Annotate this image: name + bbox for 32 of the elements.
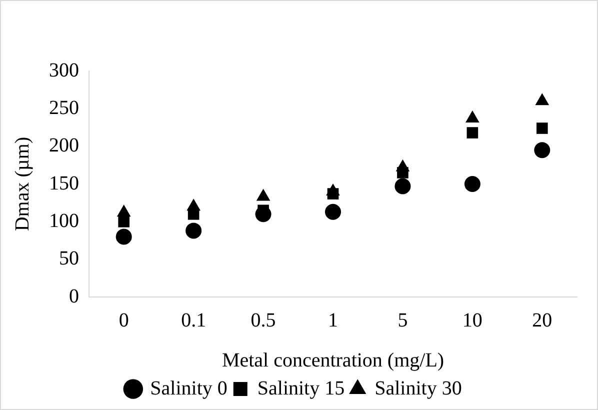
point	[188, 208, 200, 220]
legend-label: Salinity 30	[374, 377, 462, 400]
legend-label: Salinity 15	[257, 377, 345, 400]
y-tick-label: 300	[49, 59, 79, 82]
point	[186, 222, 202, 239]
point	[327, 188, 339, 200]
y-tick-label: 0	[69, 285, 79, 308]
x-tick-label: 1	[328, 309, 338, 332]
x-tick-label: 20	[532, 309, 552, 332]
y-axis-title: Dmax (µm)	[11, 136, 34, 232]
point	[534, 142, 550, 158]
y-tick-label: 150	[49, 172, 79, 194]
y-tick-label: 50	[59, 248, 79, 270]
x-tick-label: 0.1	[181, 309, 206, 332]
x-tick-label: 10	[462, 309, 482, 332]
point	[466, 127, 478, 138]
point	[325, 204, 341, 220]
point	[394, 178, 411, 194]
point	[536, 122, 548, 134]
point	[116, 228, 132, 245]
y-tick-label: 100	[49, 210, 79, 232]
legend-label: Salinity 0	[150, 377, 228, 400]
x-tick-label: 0.5	[250, 309, 276, 332]
point	[255, 206, 272, 222]
point	[464, 176, 480, 192]
y-tick-label: 200	[49, 134, 79, 157]
x-tick-label: 0	[118, 309, 129, 332]
x-axis-title: Metal concentration (mg/L)	[222, 349, 444, 372]
point	[397, 167, 408, 178]
y-tick-label: 250	[49, 96, 79, 119]
x-tick-label: 5	[398, 309, 408, 332]
point	[118, 216, 130, 228]
